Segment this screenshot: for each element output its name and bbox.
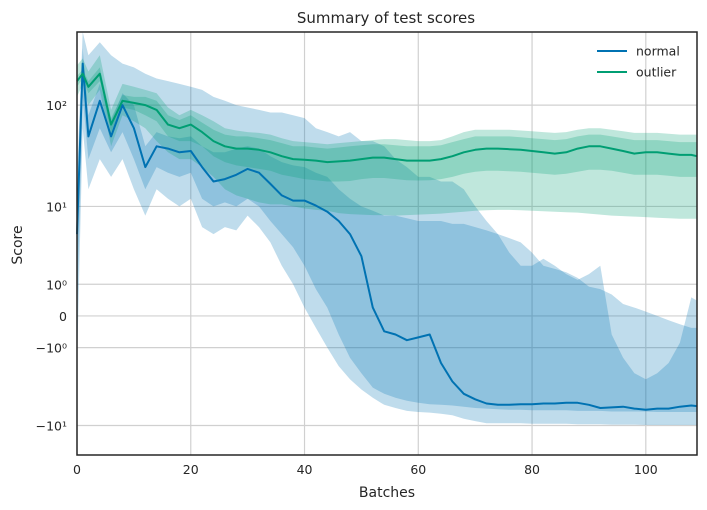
y-axis-label: Score: [10, 225, 26, 264]
legend-label-outlier: outlier: [636, 65, 677, 80]
y-tick-labels: 10² 10¹ 10⁰ 0 −10⁰ −10¹: [36, 98, 67, 433]
y-tick-label: 0: [59, 309, 67, 324]
x-tick-label: 40: [297, 462, 313, 477]
legend: normal outlier: [597, 44, 680, 80]
normal-line: [76, 62, 698, 411]
x-tick-label: 100: [634, 462, 658, 477]
plot-frame: [76, 31, 698, 456]
outlier-line: [76, 72, 698, 164]
x-axis-label: Batches: [359, 485, 415, 501]
y-tick-label: 10⁰: [46, 277, 67, 292]
series-lines: [76, 62, 698, 411]
y-tick-label: 10¹: [46, 199, 67, 214]
normal-outer-band: [77, 32, 697, 425]
y-tick-label: 10²: [46, 98, 67, 113]
x-tick-label: 80: [524, 462, 540, 477]
outlier-outer-band: [77, 55, 697, 219]
normal-inner-band: [77, 48, 697, 413]
chart-title: Summary of test scores: [297, 9, 475, 27]
grid-lines: [76, 32, 697, 455]
y-tick-label: −10⁰: [36, 341, 67, 356]
x-tick-label: 20: [183, 462, 199, 477]
legend-label-normal: normal: [636, 44, 680, 59]
x-tick-labels: 0 20 40 60 80 100: [73, 462, 658, 477]
y-tick-label: −10¹: [36, 418, 67, 433]
x-tick-label: 60: [410, 462, 426, 477]
x-tick-label: 0: [73, 462, 81, 477]
